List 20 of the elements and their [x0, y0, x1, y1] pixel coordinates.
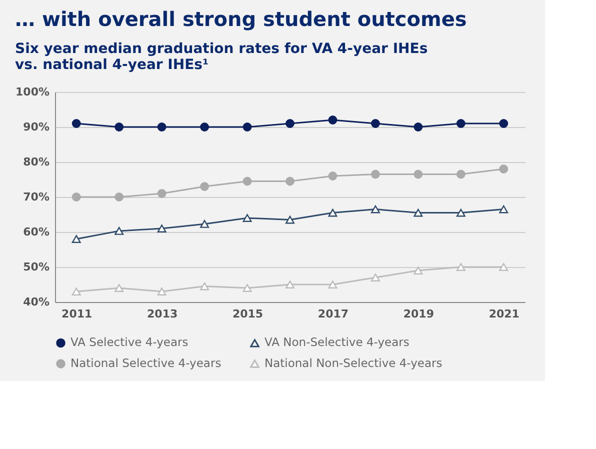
- y-tick-label: 50%: [23, 260, 50, 274]
- text: Six year median graduation rates for VA 4-year IHEs: [15, 41, 428, 57]
- y-tick-label: 100%: [16, 86, 50, 98]
- legend-label: VA Selective 4-years: [70, 334, 188, 349]
- y-tick-label: 60%: [23, 226, 50, 238]
- y-tick-label: 80%: [23, 156, 50, 168]
- legend-label: National Non-Selective 4-years: [264, 356, 442, 370]
- x-tick-label: 2015: [232, 308, 264, 320]
- legend-label: VA Non-Selective 4-years: [264, 335, 410, 350]
- text: vs. national 4-year IHEs¹: [15, 57, 209, 73]
- x-tick-label: 2013: [147, 308, 178, 320]
- chart-title: … with overall strong student outcomes: [15, 7, 467, 31]
- x-tick-label: 2017: [318, 308, 349, 320]
- y-tick-label: 70%: [23, 190, 50, 204]
- legend-label: National Selective 4-years: [70, 356, 222, 370]
- y-tick-label: 40%: [23, 296, 50, 308]
- x-tick-label: 2021: [488, 308, 520, 320]
- x-tick-label: 2011: [62, 308, 92, 320]
- y-tick-label: 90%: [23, 120, 50, 134]
- x-tick-label: 2019: [403, 308, 434, 320]
